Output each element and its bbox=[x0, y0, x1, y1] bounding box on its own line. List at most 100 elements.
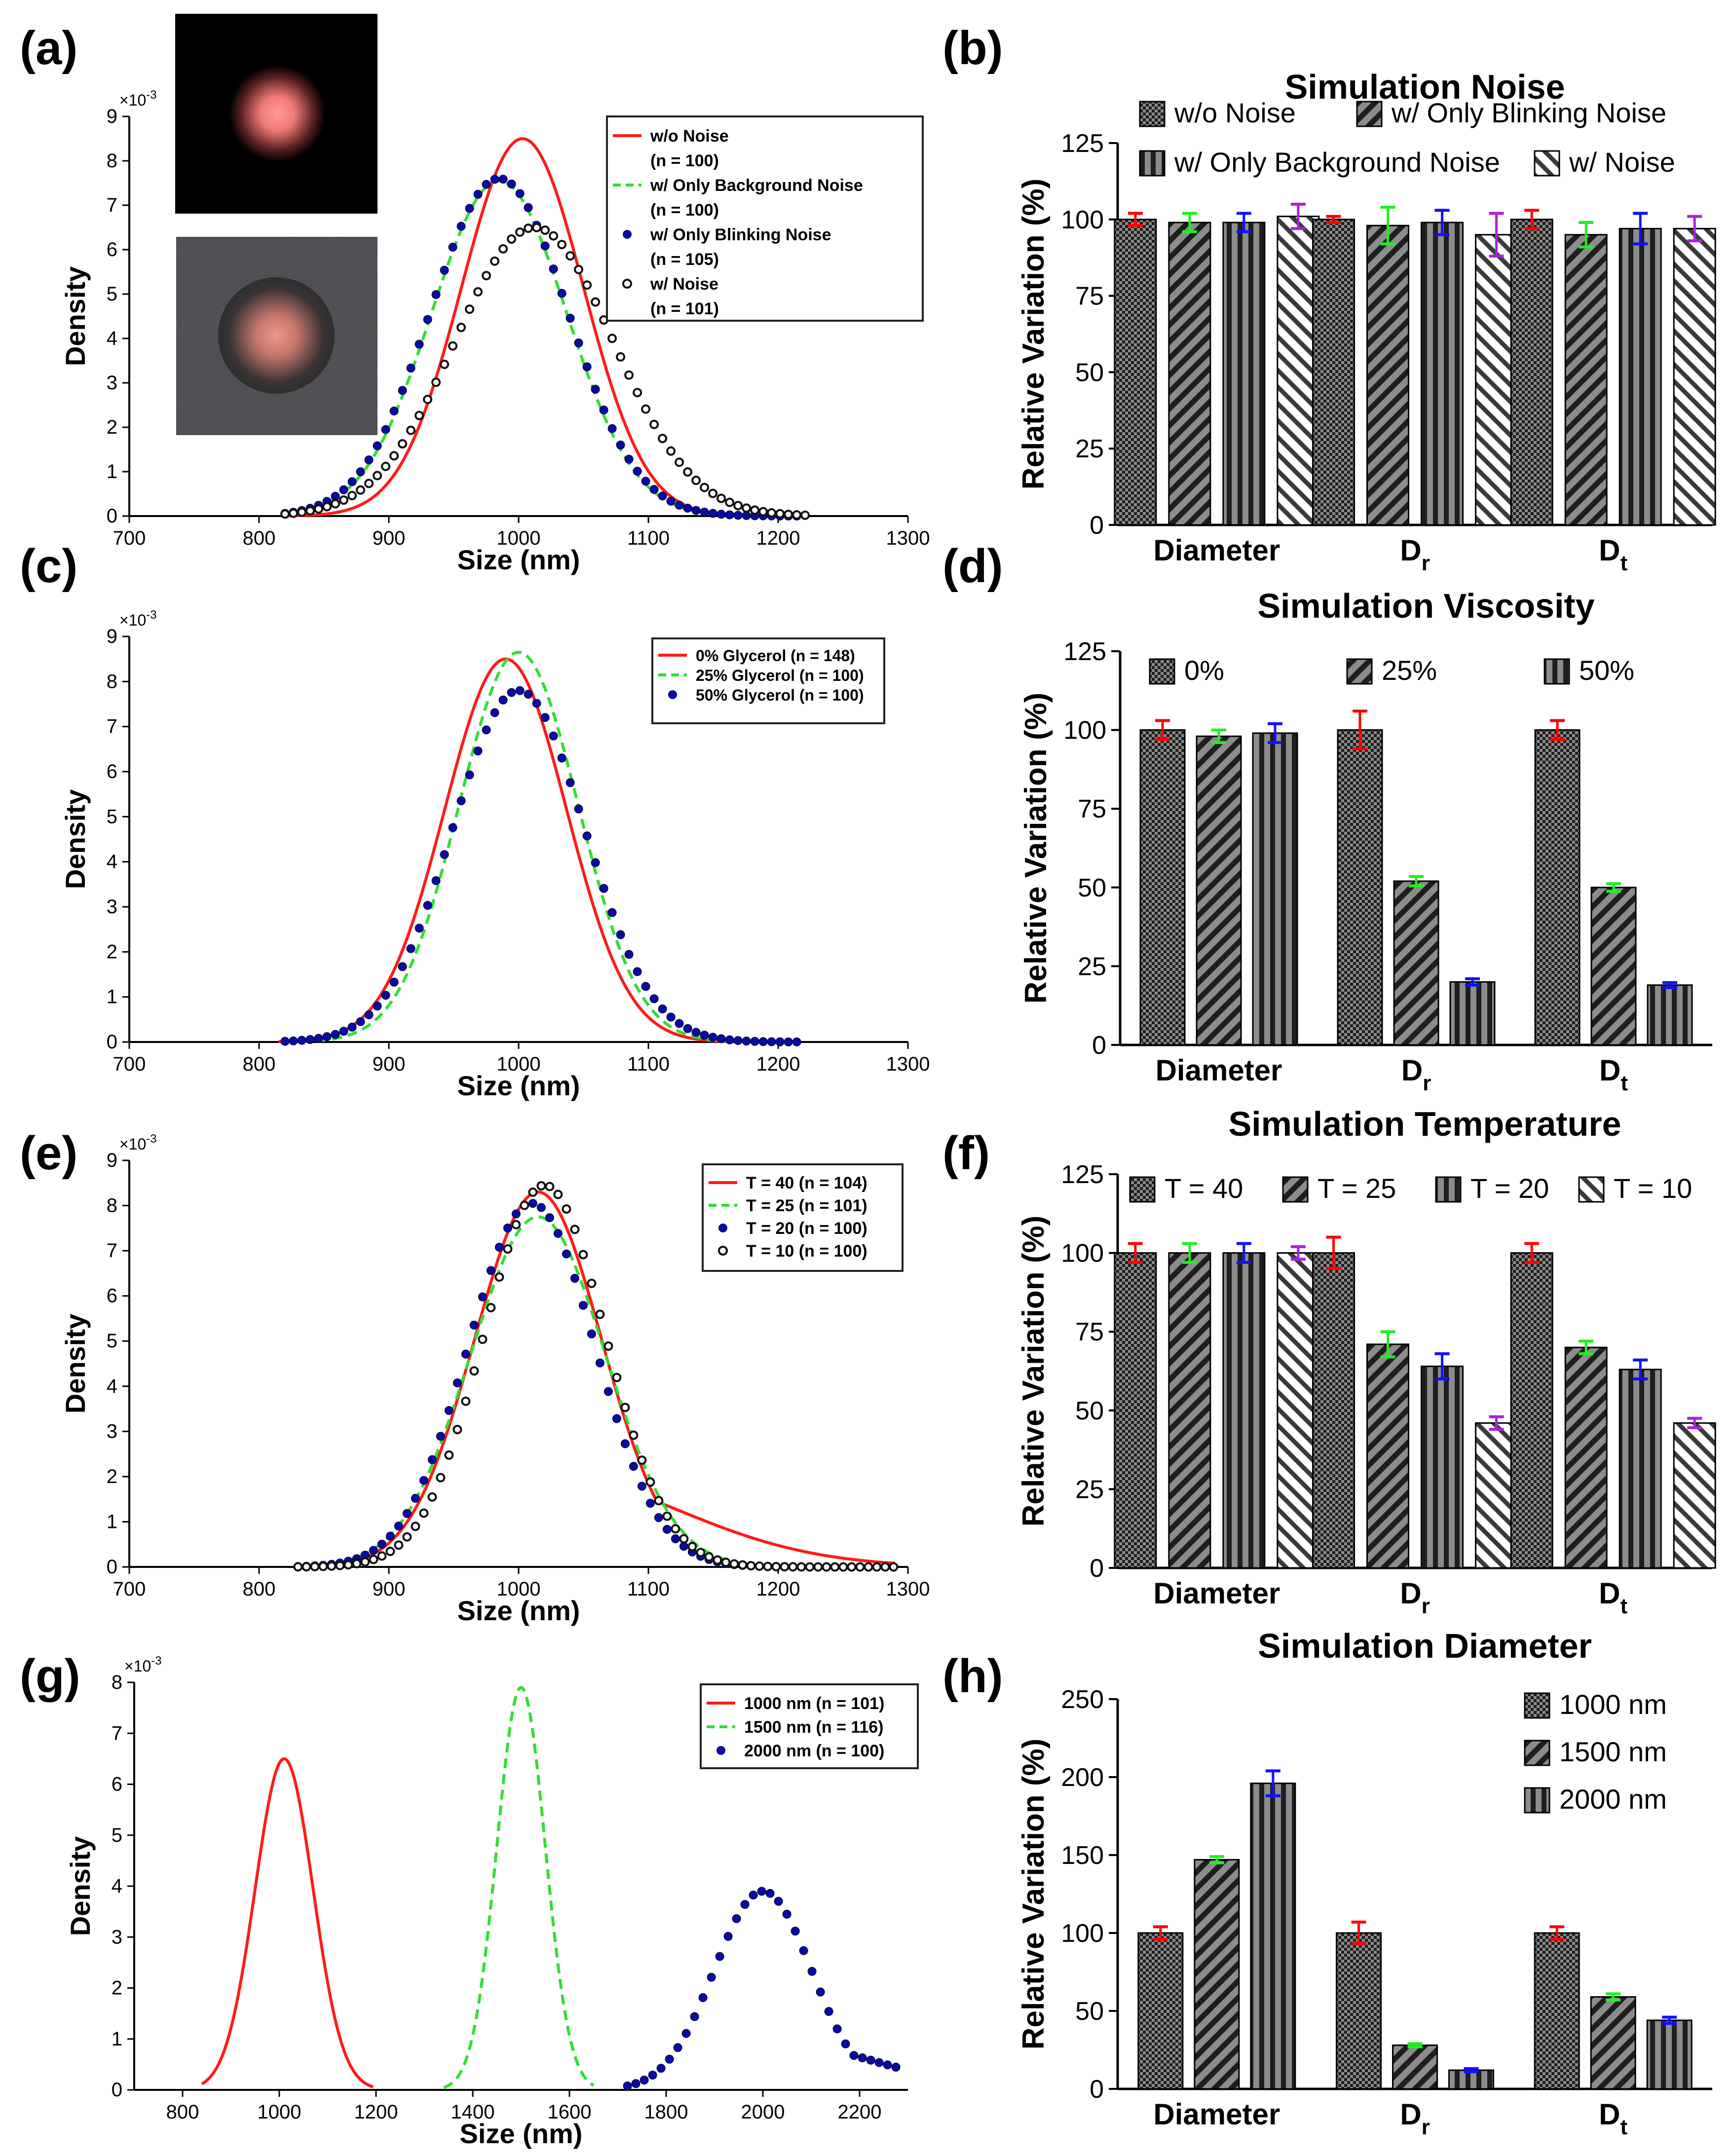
series-point bbox=[356, 485, 366, 495]
panel-label: (d) bbox=[942, 540, 1003, 593]
series-point bbox=[381, 461, 391, 471]
series-point bbox=[792, 1037, 801, 1046]
series-point bbox=[414, 924, 424, 933]
series-point bbox=[373, 471, 382, 481]
series-point bbox=[757, 1887, 766, 1896]
y-tick-label: 0 bbox=[1090, 2075, 1104, 2104]
series-point bbox=[406, 363, 415, 372]
series-point bbox=[511, 1209, 521, 1219]
legend: w/o Noise (n = 100) w/ Only Background Noi… bbox=[606, 115, 924, 322]
series-point bbox=[780, 1562, 790, 1572]
x-tick-label: 1100 bbox=[627, 1578, 670, 1600]
x-tick-label: 1200 bbox=[756, 527, 800, 549]
x-tick-label: 800 bbox=[243, 527, 276, 549]
series-point bbox=[671, 1534, 680, 1544]
x-tick-label: 1200 bbox=[354, 2101, 398, 2123]
series-point bbox=[784, 1037, 793, 1046]
x-category-sub: r bbox=[1422, 551, 1430, 575]
x-category-label: Dt bbox=[1599, 1054, 1628, 1095]
bar bbox=[1564, 234, 1608, 526]
bar bbox=[1510, 1252, 1553, 1569]
inset-images bbox=[175, 14, 377, 435]
legend-swatch bbox=[718, 1224, 727, 1232]
series-point bbox=[708, 488, 718, 498]
series-point bbox=[503, 1224, 512, 1233]
series-point bbox=[830, 1562, 840, 1572]
series-point bbox=[347, 477, 357, 486]
series-point bbox=[456, 323, 466, 333]
series-point bbox=[658, 434, 668, 444]
series-point bbox=[545, 1213, 554, 1223]
series-point bbox=[335, 1561, 345, 1570]
series-point bbox=[549, 731, 558, 741]
series-point bbox=[658, 491, 667, 501]
panel-label: (f) bbox=[942, 1127, 990, 1180]
y-tick-label: 8 bbox=[112, 1672, 122, 1693]
series-point bbox=[883, 2060, 892, 2070]
x-category-label: Dt bbox=[1599, 1577, 1627, 1618]
series-point bbox=[616, 352, 626, 362]
series-point bbox=[549, 264, 558, 274]
x-category-label: Diameter bbox=[1153, 1577, 1280, 1610]
series-point bbox=[782, 1909, 791, 1919]
series-point bbox=[364, 455, 374, 465]
series-point bbox=[654, 1513, 663, 1523]
series-point bbox=[716, 510, 726, 519]
series-point bbox=[707, 1972, 716, 1982]
series-point bbox=[666, 446, 676, 456]
series-point bbox=[691, 506, 701, 515]
x-category-sub: r bbox=[1422, 1594, 1430, 1618]
series-point bbox=[666, 1012, 676, 1022]
series-point bbox=[822, 1562, 831, 1572]
legend-label: 0% bbox=[1184, 655, 1224, 686]
y-tick-label: 25 bbox=[1078, 952, 1106, 981]
series-point bbox=[698, 1993, 708, 2003]
series-point bbox=[637, 1455, 647, 1465]
series-point bbox=[683, 467, 693, 477]
bar bbox=[1647, 984, 1693, 1046]
inset-clean-spot bbox=[229, 65, 326, 162]
series-point bbox=[452, 1378, 462, 1387]
y-tick-label: 3 bbox=[107, 1420, 117, 1442]
y-tick-label: 6 bbox=[107, 239, 117, 260]
legend-label: 1000 nm (n = 101) bbox=[744, 1694, 884, 1713]
series-point bbox=[637, 1482, 646, 1491]
series-point bbox=[708, 509, 717, 518]
series-point bbox=[654, 1496, 664, 1506]
bar bbox=[1137, 1932, 1184, 2090]
series-point bbox=[549, 231, 559, 241]
bar bbox=[1252, 732, 1298, 1046]
y-tick-label: 5 bbox=[107, 1330, 117, 1352]
series-point bbox=[557, 289, 566, 298]
series-point bbox=[696, 1548, 706, 1558]
y-tick-label: 125 bbox=[1061, 1160, 1104, 1189]
x-tick-label: 700 bbox=[113, 1053, 146, 1075]
series-point bbox=[301, 1562, 311, 1572]
legend: 0% 25% 50% bbox=[1149, 655, 1634, 686]
x-category-sub: r bbox=[1423, 1071, 1431, 1095]
legend-swatch bbox=[1524, 1740, 1550, 1766]
panel-label: (h) bbox=[942, 1650, 1003, 1703]
series-point bbox=[440, 265, 449, 275]
legend-label: 50% bbox=[1579, 655, 1634, 686]
series-point bbox=[536, 1203, 546, 1212]
series-line-1 bbox=[285, 650, 745, 1043]
legend-box bbox=[700, 1683, 919, 1769]
series-point bbox=[469, 1320, 479, 1330]
x-tick-label: 1000 bbox=[258, 2101, 301, 2123]
bar bbox=[1475, 1422, 1518, 1569]
series-point bbox=[666, 496, 676, 506]
x-tick-label: 800 bbox=[243, 1578, 276, 1600]
series-point bbox=[656, 2064, 666, 2073]
legend-label: w/ Noise bbox=[650, 275, 718, 294]
series-point bbox=[490, 175, 499, 184]
y-tick-label: 200 bbox=[1061, 1763, 1104, 1792]
bar bbox=[1534, 1932, 1580, 2090]
series-point bbox=[436, 1432, 445, 1441]
y-tick-label: 9 bbox=[107, 626, 117, 647]
bar bbox=[1449, 981, 1496, 1046]
legend-label: T = 25 bbox=[1318, 1173, 1396, 1204]
y-tick-label: 2 bbox=[107, 1466, 117, 1487]
series-point bbox=[631, 2079, 640, 2088]
series-point bbox=[792, 510, 802, 520]
